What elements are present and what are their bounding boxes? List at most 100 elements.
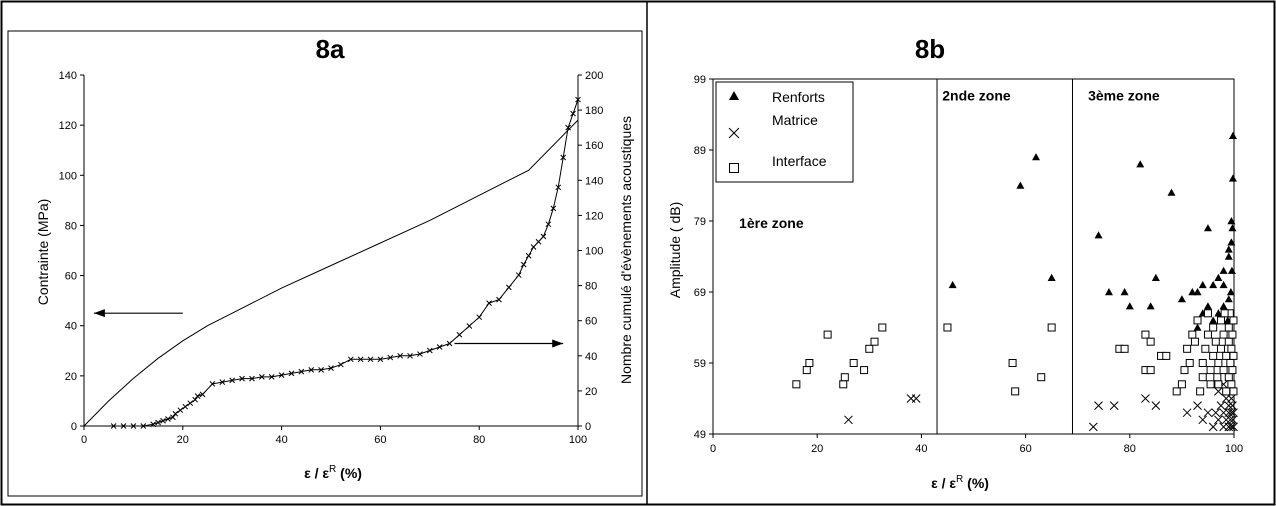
chart-8b-interface-point — [1226, 359, 1235, 367]
chart-8a-series-1-point — [160, 417, 166, 424]
chart-8a-series-1-point — [182, 403, 189, 410]
chart-8b-matrice-point — [1214, 387, 1223, 396]
chart-8b-y-tick-label: 99 — [694, 74, 706, 86]
chart-8b-interface-point — [1229, 387, 1238, 396]
chart-8a-series-1-point — [249, 375, 255, 382]
chart-8a-y2-tick-label: 60 — [585, 316, 597, 328]
chart-8a: 8a 0 20 40 60 80 1000204060801001201400204060… — [35, 34, 634, 481]
chart-8b-renforts-point — [948, 280, 957, 289]
chart-8b-interface-point — [1141, 330, 1150, 339]
chart-8a-y-tick-label: 140 — [59, 70, 77, 82]
chart-8b-renforts-point — [1226, 288, 1235, 296]
chart-8a-xlabel-sup: R — [329, 464, 336, 475]
chart-8b-interface-point — [878, 323, 887, 332]
chart-8a-series-1-point — [426, 347, 433, 354]
chart-8b-interface-point — [1209, 323, 1218, 332]
chart-8a-series-1-point — [387, 354, 394, 361]
chart-8b-matrice-point — [1141, 394, 1150, 403]
chart-8b-renforts-point — [1214, 273, 1223, 281]
chart-8b-renforts-point — [1146, 302, 1155, 310]
chart-8b-renforts-point — [1151, 273, 1160, 281]
chart-8a-series-1-point — [357, 356, 364, 363]
chart-8b-interface-point — [1220, 309, 1229, 318]
chart-8a-series-1-point — [347, 356, 354, 363]
chart-8b-renforts-point — [1136, 160, 1145, 168]
chart-8a-series-1-point — [446, 340, 453, 347]
chart-8b-interface-point — [1219, 330, 1228, 339]
chart-8b-interface-point — [943, 323, 952, 332]
chart-8b-renforts-point — [1203, 302, 1212, 310]
chart-8a-series-1-point — [318, 366, 324, 373]
chart-8b-interface-point — [1201, 344, 1210, 353]
chart-8b-interface-point — [1206, 380, 1215, 389]
chart-8b-interface-point — [1227, 380, 1236, 389]
chart-8b-matrice-point — [1229, 422, 1238, 432]
chart-8b-matrice-point — [1227, 422, 1236, 432]
chart-8a-x-tick-label: 40 — [275, 434, 287, 446]
chart-8b-matrice-point — [1228, 401, 1237, 410]
chart-8b-interface-point — [1219, 366, 1228, 375]
chart-8a-series-1-point — [192, 396, 199, 403]
chart-8a-series-1-point — [229, 377, 236, 384]
chart-8a-y-tick-label: 120 — [59, 120, 77, 132]
chart-8a-series-1-point — [278, 372, 285, 378]
chart-8b-legend: Renforts Matrice Interface — [715, 81, 854, 183]
chart-8b-matrice-point — [1193, 401, 1202, 410]
chart-8a-x-tick-label: 0 — [81, 434, 87, 446]
chart-8b-interface-point — [802, 366, 811, 375]
chart-8b-interface-point — [1185, 359, 1194, 367]
chart-8a-ticks: 0 20 40 60 80 1000204060801001201400204060801… — [59, 70, 604, 446]
chart-8a-x-tick-label: 60 — [374, 434, 386, 446]
chart-8b-interface-point — [839, 380, 848, 389]
chart-8a-series-1-point — [328, 365, 334, 371]
chart-8a-series-1-point — [308, 366, 315, 373]
chart-8a-x-tick-label: 100 — [569, 434, 587, 446]
chart-8b-interface-point — [1011, 387, 1020, 396]
chart-8a-y2-tick-label: 140 — [585, 175, 603, 187]
chart-8b-renforts-point — [1228, 174, 1237, 182]
chart-8b-x-tick-label: 0 — [710, 443, 716, 455]
chart-8b-matrice-point — [1088, 422, 1098, 432]
chart-8b-renforts-point — [1120, 288, 1129, 296]
chart-8b-interface-point — [1177, 380, 1186, 389]
chart-8b-renforts-point — [1198, 280, 1207, 289]
chart-8a-series-1-point — [338, 361, 344, 368]
chart-8b-interface-point — [1213, 373, 1222, 382]
chart-8b-zone-label: 2nde zone — [942, 87, 1011, 103]
chart-8b-y-tick-label: 89 — [694, 145, 706, 157]
chart-8b-interface-point — [1146, 337, 1155, 346]
chart-8a-y2-tick-label: 40 — [585, 351, 597, 363]
chart-8a-series-1-point — [560, 154, 567, 161]
chart-8b-renforts-point — [1193, 323, 1202, 331]
chart-8a-series-1-point — [155, 419, 161, 426]
chart-8a-y2-tick-label: 80 — [585, 281, 597, 293]
chart-8b-interface-point — [1198, 373, 1207, 382]
chart-8b-renforts-point — [1219, 280, 1228, 289]
chart-8b-renforts-point — [1227, 217, 1236, 225]
chart-8b-interface-point — [1216, 316, 1225, 325]
chart-8b-renforts-point — [1188, 288, 1197, 296]
chart-8a-series-1-point — [150, 421, 157, 428]
chart-8b-renforts-point — [1016, 181, 1025, 189]
chart-8b-interface-point — [1216, 344, 1225, 353]
chart-8b-title: 8b — [915, 34, 945, 64]
chart-8a-series-1-point — [377, 356, 384, 363]
chart-8b-matrice-point — [911, 394, 921, 403]
chart-8a-y-tick-label: 40 — [65, 321, 77, 333]
chart-8b-interface-point — [1190, 337, 1199, 346]
chart-8b-interface-point — [1203, 330, 1212, 339]
chart-8b-interface-point — [849, 359, 858, 367]
chart-8b-interface-point — [1211, 337, 1220, 346]
chart-8b-interface-point — [1222, 351, 1231, 360]
chart-8a-series-1-point — [545, 221, 552, 228]
chart-8a-series-1-point — [496, 296, 502, 303]
chart-8b-y-tick-label: 69 — [694, 287, 706, 299]
chart-8b-renforts-point — [1104, 288, 1113, 296]
chart-8a-series-1-point — [476, 314, 483, 321]
chart-8b-interface-point — [1188, 330, 1197, 339]
chart-8a-series-1-point — [170, 414, 176, 421]
chart-8b-xlabel-main: ε / ε — [931, 475, 956, 491]
chart-8b-interface-point — [1222, 387, 1231, 396]
chart-8b-interface-point — [1203, 309, 1212, 318]
chart-8a-series-1-point — [120, 423, 127, 429]
